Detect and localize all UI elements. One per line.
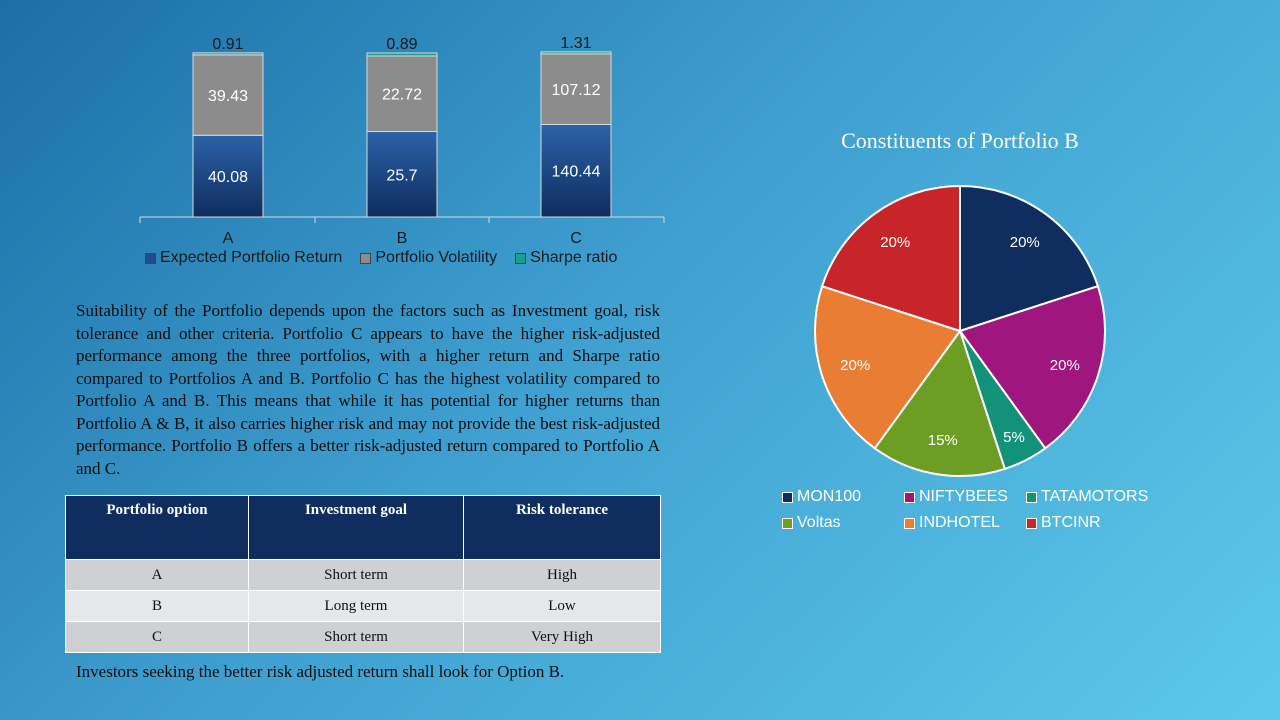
analysis-paragraph: Suitability of the Portfolio depends upo… bbox=[76, 301, 660, 478]
table-cell: High bbox=[463, 559, 661, 591]
data-label: 39.43 bbox=[208, 88, 248, 105]
legend-swatch bbox=[782, 491, 793, 503]
table-cell: Short term bbox=[248, 559, 464, 591]
legend-label: Portfolio Volatility bbox=[375, 249, 498, 266]
bar-expected-return bbox=[192, 134, 264, 218]
legend-label: NIFTYBEES bbox=[919, 488, 1008, 505]
legend-swatch bbox=[1026, 517, 1037, 529]
data-label: 107.12 bbox=[552, 82, 601, 99]
legend-swatch bbox=[904, 491, 915, 503]
legend-label: TATAMOTORS bbox=[1041, 488, 1149, 505]
category-label: B bbox=[397, 230, 408, 247]
pie-slice bbox=[958, 284, 1106, 450]
table-row: B Long term Low bbox=[65, 590, 661, 622]
pie-slice bbox=[814, 284, 962, 450]
conclusion-text: Investors seeking the better risk adjust… bbox=[76, 662, 565, 681]
pie-legend: MON100 NIFTYBEES TATAMOTORS Voltas INDHO… bbox=[782, 488, 1162, 532]
table-header-cell: Investment goal bbox=[248, 495, 464, 560]
slice-label: 20% bbox=[840, 357, 870, 374]
category-label: A bbox=[223, 230, 234, 247]
pie-chart: 20% 20% 5% 15% 20% 20% bbox=[814, 184, 1106, 477]
table-cell: Short term bbox=[248, 621, 464, 653]
legend-item-expected-return: Expected Portfolio Return bbox=[145, 248, 342, 268]
legend-label: BTCINR bbox=[1041, 514, 1101, 531]
legend-label: Expected Portfolio Return bbox=[160, 249, 343, 266]
bar-sharpe bbox=[366, 52, 438, 57]
table-cell: Long term bbox=[248, 590, 464, 622]
pie-title: Constituents of Portfolio B bbox=[841, 128, 1079, 153]
portfolio-table: Portfolio option Investment goal Risk to… bbox=[65, 495, 661, 653]
stacked-bar-chart: 40.08 39.43 0.91 A 25.7 22.72 0.89 B 140.44 107.1… bbox=[139, 35, 665, 247]
legend-label: INDHOTEL bbox=[919, 514, 1000, 531]
legend-swatch bbox=[515, 252, 527, 264]
table-cell: B bbox=[65, 590, 249, 622]
pie-legend-item: NIFTYBEES bbox=[904, 488, 1026, 506]
table-header-cell: Portfolio option bbox=[65, 495, 249, 560]
data-label: 25.7 bbox=[386, 167, 417, 184]
pie-legend-item: BTCINR bbox=[1026, 514, 1162, 532]
legend-label: MON100 bbox=[797, 488, 862, 505]
table-header-cell: Risk tolerance bbox=[463, 495, 661, 560]
slice-label: 20% bbox=[1010, 234, 1040, 251]
bar-legend: Expected Portfolio Return Portfolio Vola… bbox=[145, 248, 685, 268]
table-cell: Very High bbox=[463, 621, 661, 653]
data-label: 40.08 bbox=[208, 169, 248, 186]
bar-sharpe bbox=[540, 51, 612, 55]
legend-swatch bbox=[904, 517, 915, 529]
table-row: C Short term Very High bbox=[65, 621, 661, 653]
legend-swatch bbox=[145, 252, 156, 264]
legend-item-volatility: Portfolio Volatility bbox=[360, 248, 497, 268]
pie-legend-item: TATAMOTORS bbox=[1026, 488, 1162, 506]
pie-slice bbox=[873, 328, 1007, 477]
legend-swatch bbox=[1026, 491, 1037, 503]
legend-label: Sharpe ratio bbox=[530, 249, 618, 266]
pie-slice bbox=[959, 184, 1100, 333]
pie-slice bbox=[820, 184, 961, 333]
table-header-row: Portfolio option Investment goal Risk to… bbox=[65, 495, 661, 560]
slice-label: 20% bbox=[880, 234, 910, 251]
slice-label: 5% bbox=[1003, 429, 1025, 446]
bar-volatility bbox=[192, 54, 264, 136]
table-cell: C bbox=[65, 621, 249, 653]
pie-legend-item: INDHOTEL bbox=[904, 514, 1026, 532]
slice-label: 20% bbox=[1050, 357, 1080, 374]
pie-legend-item: Voltas bbox=[782, 514, 904, 532]
table-cell: Low bbox=[463, 590, 661, 622]
data-label: 140.44 bbox=[552, 164, 601, 181]
legend-swatch bbox=[782, 517, 793, 529]
data-label: 1.31 bbox=[560, 35, 591, 52]
legend-swatch bbox=[360, 252, 372, 264]
table-cell: A bbox=[65, 559, 249, 591]
category-label: C bbox=[570, 230, 582, 247]
data-label: 0.91 bbox=[212, 36, 243, 53]
table-row: A Short term High bbox=[65, 559, 661, 591]
bar-sharpe bbox=[192, 52, 264, 56]
pie-legend-item: MON100 bbox=[782, 488, 904, 506]
data-label: 22.72 bbox=[382, 87, 422, 104]
legend-label: Voltas bbox=[797, 514, 841, 531]
data-label: 0.89 bbox=[386, 36, 417, 53]
slice-label: 15% bbox=[928, 432, 958, 449]
legend-item-sharpe: Sharpe ratio bbox=[515, 248, 617, 268]
